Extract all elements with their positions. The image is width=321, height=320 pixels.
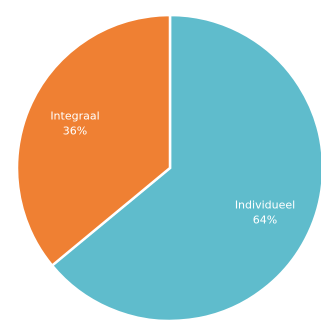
pie-slice-individueel (50, 13, 321, 320)
slice-value-integraal: 36% (63, 124, 87, 137)
slice-value-individueel: 64% (253, 214, 277, 227)
pie-labels: Individueel 64% Integraal 36% (50, 109, 295, 226)
pie-slice-integraal (15, 13, 172, 268)
slice-label-integraal: Integraal (50, 109, 99, 122)
slice-label-individueel: Individueel (235, 199, 295, 212)
pie-slices (15, 13, 321, 320)
